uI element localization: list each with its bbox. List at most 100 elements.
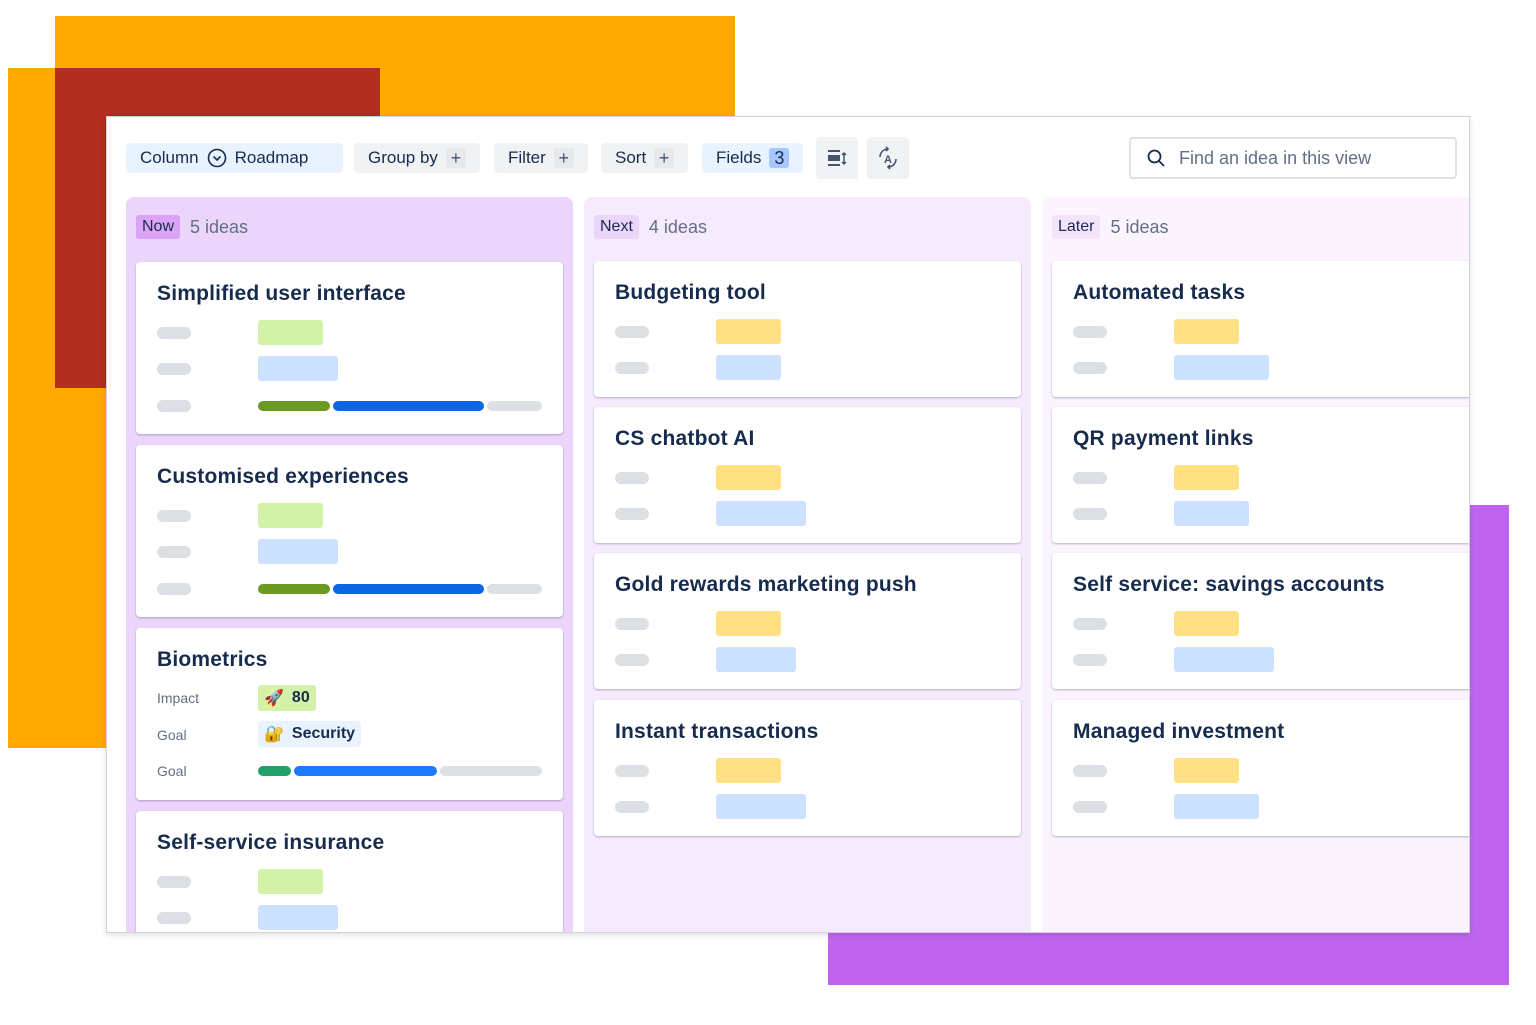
field-value-placeholder (1174, 647, 1274, 672)
row-height-button[interactable] (816, 137, 858, 179)
field-label-placeholder (157, 400, 191, 412)
card-title: Simplified user interface (157, 282, 406, 305)
card-title: Biometrics (157, 648, 268, 671)
field-label-placeholder (615, 472, 649, 484)
field-label-placeholder (1073, 801, 1107, 813)
idea-card[interactable]: QR payment links (1052, 407, 1469, 543)
field-value-placeholder (258, 539, 338, 564)
idea-card[interactable]: Simplified user interface (136, 262, 563, 434)
field-label-placeholder (1073, 765, 1107, 777)
field-value-placeholder (258, 356, 338, 381)
field-label: Goal (157, 763, 187, 779)
progress-bar (258, 584, 542, 594)
field-value-placeholder (258, 905, 338, 930)
field-value-placeholder (716, 794, 806, 819)
goal-progress-bar (258, 766, 542, 776)
card-title: Self-service insurance (157, 831, 385, 854)
field-label-placeholder (1073, 508, 1107, 520)
field-value-placeholder (258, 320, 323, 345)
fields-count-badge: 3 (769, 148, 790, 168)
fields-button[interactable]: Fields 3 (702, 143, 804, 173)
field-label-placeholder (615, 765, 649, 777)
field-value-placeholder (716, 501, 806, 526)
field-value-placeholder (258, 869, 323, 894)
row-height-icon (828, 150, 847, 166)
field-value-placeholder (1174, 355, 1269, 380)
plus-icon: + (553, 148, 574, 168)
field-label-placeholder (615, 654, 649, 666)
translate-button[interactable]: A (867, 137, 909, 179)
field-value-placeholder (1174, 501, 1249, 526)
field-label-placeholder (157, 510, 191, 522)
impact-chip: 🚀 80 (258, 685, 316, 711)
filter-button[interactable]: Filter + (494, 143, 588, 173)
chevron-down-circle-icon (207, 148, 226, 168)
search-input[interactable]: Find an idea in this view (1129, 137, 1457, 179)
field-value-placeholder (716, 758, 781, 783)
field-label-placeholder (1073, 472, 1107, 484)
idea-count: 4 ideas (648, 216, 707, 237)
idea-card[interactable]: Self service: savings accounts (1052, 553, 1469, 689)
card-title: Automated tasks (1073, 281, 1246, 304)
field-value-placeholder (716, 465, 781, 490)
idea-card[interactable]: Automated tasks (1052, 261, 1469, 397)
field-label-placeholder (157, 546, 191, 558)
field-value-placeholder (716, 319, 781, 344)
field-label-placeholder (157, 912, 191, 924)
field-value-placeholder (716, 611, 781, 636)
idea-card[interactable]: Managed investment (1052, 700, 1469, 836)
plus-icon: + (654, 148, 675, 168)
field-label-placeholder (1073, 654, 1107, 666)
column-now: Now 5 ideas Simplified user interface Cust… (126, 197, 573, 932)
field-label-placeholder (615, 362, 649, 374)
rocket-icon: 🚀 (264, 690, 284, 707)
column-roadmap-button[interactable]: Column Roadmap (126, 143, 343, 173)
field-label: Impact (157, 690, 200, 706)
app-window: Column Roadmap Group by + Filter + Sort + F… (106, 116, 1470, 933)
idea-card[interactable]: Gold rewards marketing push (594, 553, 1021, 689)
field-label-placeholder (157, 363, 191, 375)
field-label-placeholder (157, 876, 191, 888)
idea-card[interactable]: Budgeting tool (594, 261, 1021, 397)
idea-card[interactable]: Biometrics Impact 🚀 80 Goal 🔐 Security Goal (136, 628, 563, 800)
card-title: Self service: savings accounts (1073, 573, 1385, 596)
field-value-placeholder (716, 647, 796, 672)
column-lozenge: Next (594, 215, 639, 239)
field-value-placeholder (258, 503, 323, 528)
field-label-placeholder (1073, 618, 1107, 630)
column-later: Later 5 ideas Automated tasks QR payment l… (1042, 197, 1469, 932)
field-label-placeholder (157, 327, 191, 339)
field-label-placeholder (615, 508, 649, 520)
field-value-placeholder (1174, 319, 1239, 344)
goal-chip: 🔐 Security (258, 721, 362, 747)
card-title: Instant transactions (615, 720, 819, 743)
field-value-placeholder (716, 355, 781, 380)
field-label-placeholder (615, 801, 649, 813)
card-title: Customised experiences (157, 465, 409, 488)
column-next: Next 4 ideas Budgeting tool CS chatbot AI … (584, 197, 1031, 932)
card-title: CS chatbot AI (615, 427, 755, 450)
lock-key-icon: 🔐 (264, 726, 284, 743)
field-label-placeholder (615, 618, 649, 630)
idea-card[interactable]: Self-service insurance (136, 811, 563, 932)
field-value-placeholder (1174, 465, 1239, 490)
card-title: Managed investment (1073, 720, 1285, 743)
field-label-placeholder (1073, 362, 1107, 374)
field-label-placeholder (157, 583, 191, 595)
field-label-placeholder (1073, 326, 1107, 338)
column-lozenge: Later (1052, 215, 1101, 239)
group-by-button[interactable]: Group by + (354, 143, 480, 173)
progress-bar (258, 401, 542, 411)
idea-card[interactable]: Customised experiences (136, 445, 563, 617)
column-lozenge: Now (136, 215, 181, 239)
card-title: Gold rewards marketing push (615, 573, 917, 596)
field-label-placeholder (615, 326, 649, 338)
card-title: Budgeting tool (615, 281, 766, 304)
field-label: Goal (157, 727, 187, 743)
idea-count: 5 ideas (190, 216, 249, 237)
sort-button[interactable]: Sort + (601, 143, 689, 173)
idea-card[interactable]: Instant transactions (594, 700, 1021, 836)
field-value-placeholder (1174, 611, 1239, 636)
idea-card[interactable]: CS chatbot AI (594, 407, 1021, 543)
field-value-placeholder (1174, 794, 1259, 819)
